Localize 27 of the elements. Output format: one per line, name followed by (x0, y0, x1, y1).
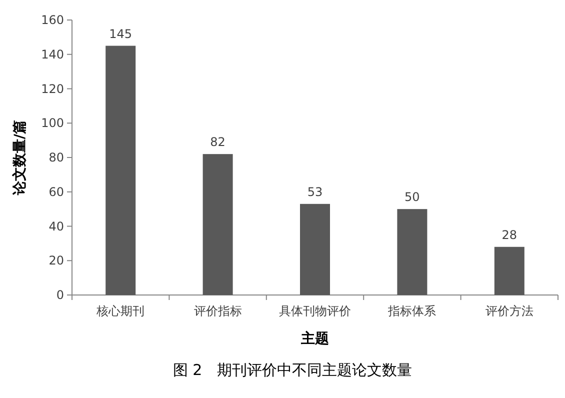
bar (494, 246, 524, 295)
y-tick-label: 40 (48, 219, 64, 234)
text: 图 2 期刊评价中不同主题论文数量 (172, 361, 412, 379)
bar (106, 46, 136, 295)
y-tick-label: 120 (41, 82, 64, 96)
x-tick-label: 核心期刊 (96, 304, 145, 318)
y-tick-label: 140 (41, 47, 64, 62)
x-axis-title: 主题 (300, 330, 329, 347)
x-tick-label: 评价指标 (194, 304, 242, 318)
y-tick-label: 0 (56, 288, 64, 302)
bar (397, 209, 428, 295)
y-tick-label: 20 (48, 254, 64, 268)
y-tick-label: 80 (48, 150, 64, 164)
bar (300, 204, 330, 295)
y-tick-label: 160 (41, 13, 64, 27)
data-label: 50 (404, 190, 420, 204)
data-label: 145 (109, 26, 132, 41)
data-label: 53 (307, 184, 323, 199)
x-tick-label: 具体刊物评价 (279, 304, 351, 318)
bar (202, 154, 233, 295)
y-axis-title: 论文数量/篇 (11, 120, 28, 196)
x-tick-label: 指标体系 (387, 304, 436, 318)
y-tick-label: 60 (48, 184, 64, 199)
y-tick-label: 100 (41, 116, 64, 130)
data-label: 28 (502, 228, 518, 242)
x-tick-label: 评价方法 (485, 304, 534, 318)
data-label: 82 (210, 135, 226, 150)
